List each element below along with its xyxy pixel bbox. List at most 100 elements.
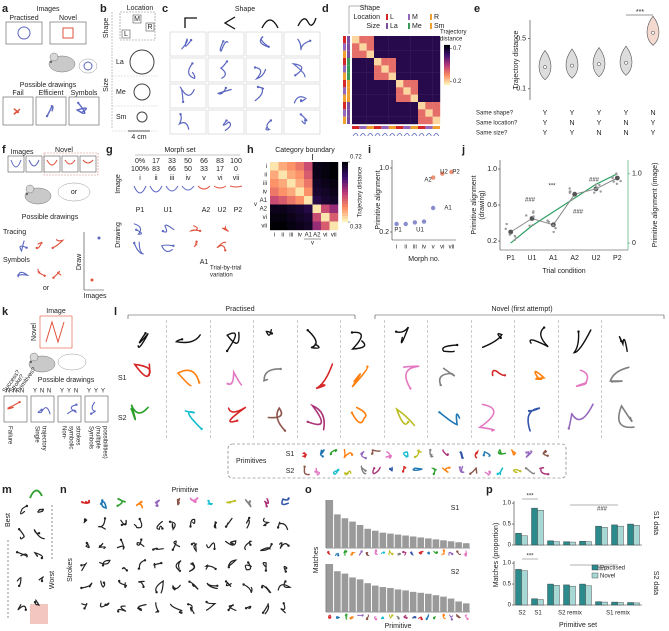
stroke-drawing: [430, 467, 437, 475]
heatmap-cell: [381, 50, 389, 59]
panel-label: p: [486, 484, 493, 496]
size-shape: [133, 83, 151, 101]
stroke-drawing: [244, 540, 253, 551]
label: N: [6, 389, 10, 395]
bar: [379, 587, 387, 612]
panel-label: h: [247, 144, 254, 156]
label: ###: [589, 178, 600, 184]
stroke-start: [191, 62, 194, 65]
stroke-drawing: [225, 540, 237, 546]
heatmap-cell: [278, 221, 288, 231]
point: [412, 220, 418, 225]
label: vi: [323, 233, 327, 239]
stroke-start: [270, 332, 274, 335]
stroke-start: [287, 544, 290, 547]
stroke-start: [469, 472, 472, 475]
tick-label: S2 remix: [558, 611, 582, 617]
label: Novel: [600, 574, 615, 580]
panel-label: m: [2, 484, 12, 496]
bar: [425, 593, 432, 612]
heatmap-cell: [329, 170, 339, 180]
heatmap-cell: [432, 50, 441, 59]
stroke-drawing: [360, 464, 367, 475]
stroke-start: [180, 611, 183, 614]
tick-label: U2: [592, 255, 601, 262]
stroke-drawing: [20, 505, 28, 515]
bar: [547, 583, 554, 606]
colorbar: [342, 176, 348, 181]
heatmap-cell: [287, 162, 296, 171]
heatmap-cell: [270, 204, 279, 214]
stroke-start: [299, 113, 303, 116]
image-shape: [28, 159, 40, 167]
label: Same location?: [476, 121, 518, 127]
label: distance: [440, 37, 463, 43]
row-key: [347, 36, 350, 44]
stroke-drawing: [319, 449, 326, 458]
frame: [5, 21, 43, 45]
stroke-drawing: [116, 539, 125, 550]
label: v: [202, 175, 206, 182]
jitter-point: [619, 179, 622, 183]
frame: [283, 109, 321, 135]
label: Novel (first attempt): [491, 306, 552, 313]
heatmap-cell: [403, 94, 411, 103]
heatmap-cell: [278, 204, 288, 214]
stroke-drawing: [16, 577, 22, 587]
stroke-start: [420, 551, 423, 554]
heatmap-cell: [374, 102, 382, 110]
bar: [521, 535, 528, 546]
label: Sm: [116, 114, 127, 121]
heatmap-cell: [388, 72, 397, 81]
stroke-drawing: [207, 500, 213, 506]
heatmap-cell: [352, 43, 360, 51]
stroke-start: [216, 584, 219, 587]
stroke-start: [248, 500, 252, 503]
heatmap-cell: [381, 72, 389, 81]
heatmap-cell: [366, 94, 375, 103]
heatmap-cell: [432, 65, 441, 73]
stroke-start: [303, 465, 306, 468]
tick-label: 0.6: [487, 202, 497, 209]
stroke-start: [24, 608, 27, 611]
stroke-drawing: [206, 582, 218, 590]
label: Category boundary: [275, 147, 335, 154]
heatmap-cell: [312, 162, 322, 171]
heatmap-cell: [410, 36, 419, 44]
stroke-drawing: [155, 579, 164, 594]
heatmap-cell: [295, 187, 305, 197]
row-key: [343, 50, 346, 58]
colorbar: [342, 182, 348, 187]
heatmap-cell: [396, 65, 404, 73]
heatmap-cell: [374, 43, 382, 51]
heatmap-cell: [321, 162, 330, 171]
label: symbolic: [67, 426, 73, 449]
heatmap-cell: [425, 116, 433, 125]
stroke-start: [450, 618, 454, 621]
heatmap-cell: [388, 87, 397, 95]
stroke-drawing: [527, 407, 541, 432]
stroke-start: [397, 617, 400, 620]
stroke-drawing: [402, 451, 409, 458]
heatmap-cell: [432, 109, 441, 117]
heatmap-cell: [287, 221, 296, 231]
heatmap-cell: [432, 80, 441, 88]
frame: [245, 57, 283, 83]
stroke-start: [152, 548, 155, 551]
heatmap-cell: [396, 50, 404, 59]
label: 17: [152, 158, 160, 165]
colorbar: [444, 82, 450, 86]
colorbar: [444, 62, 450, 66]
jitter-point: [552, 230, 555, 234]
label: Images: [37, 6, 60, 13]
stroke-start: [52, 276, 55, 279]
bar: [569, 585, 576, 606]
stroke-start: [168, 520, 172, 523]
stroke-drawing: [169, 603, 183, 614]
stroke-start: [398, 552, 401, 556]
stroke-start: [279, 367, 282, 371]
stroke-start: [25, 246, 28, 249]
label: ii: [154, 175, 158, 182]
shape-icon: [184, 17, 197, 28]
stroke-drawing: [117, 605, 127, 612]
